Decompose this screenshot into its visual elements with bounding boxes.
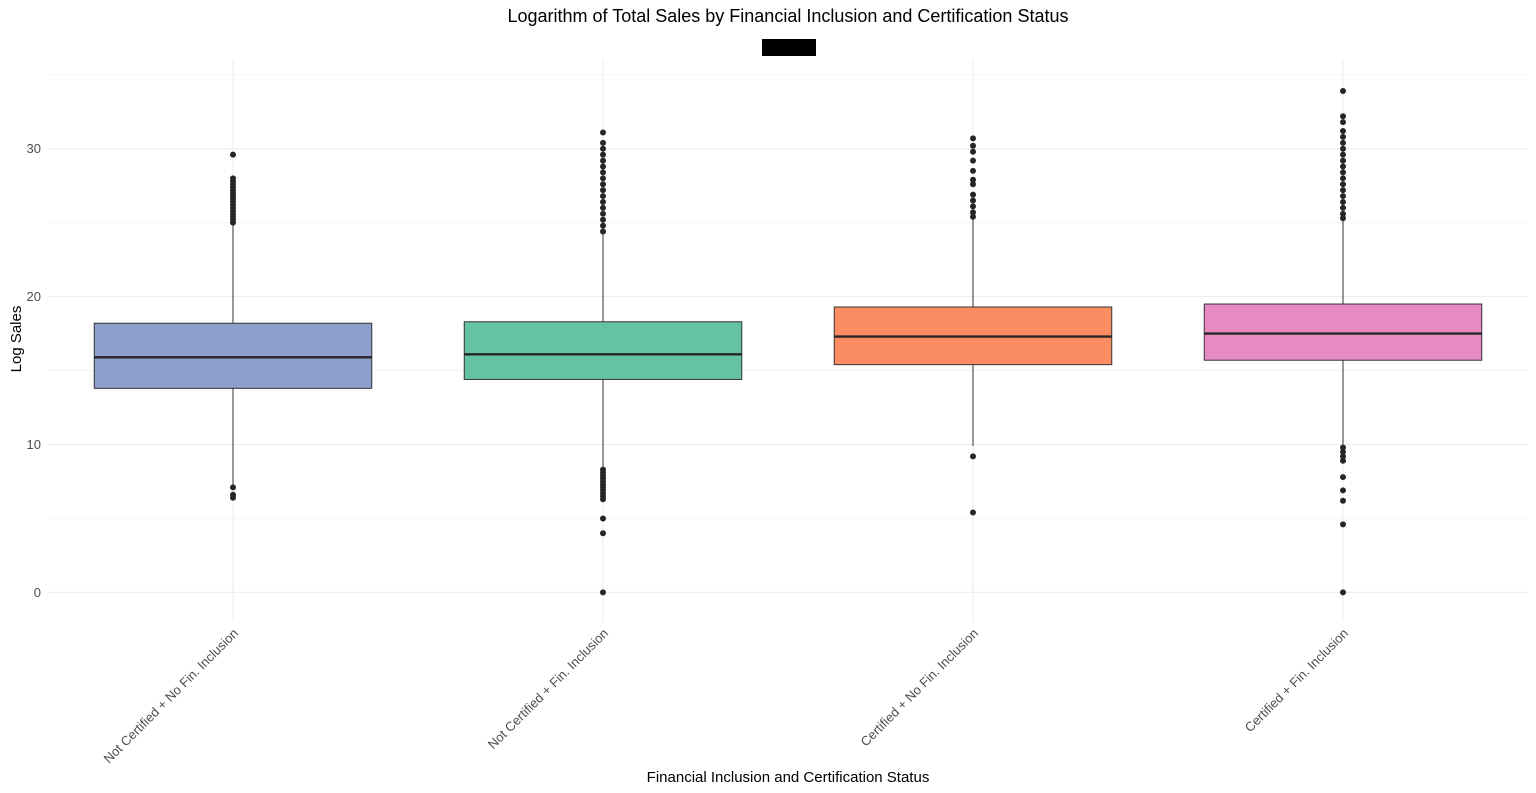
outlier-point xyxy=(600,216,606,223)
y-tick-label: 30 xyxy=(27,141,41,156)
outlier-point xyxy=(600,204,606,211)
outlier-point xyxy=(600,210,606,217)
outlier-point xyxy=(970,213,976,220)
outlier-point xyxy=(1340,88,1346,95)
outlier-point xyxy=(230,491,236,498)
x-tick-label: Not Certified + No Fin. Inclusion xyxy=(100,626,241,767)
outlier-point xyxy=(1340,457,1346,464)
box-body xyxy=(463,321,743,380)
outlier-point xyxy=(970,157,976,164)
y-tick-label: 10 xyxy=(27,437,41,452)
outlier-point xyxy=(1340,119,1346,126)
chart-title: Logarithm of Total Sales by Financial In… xyxy=(508,6,1069,26)
outlier-point xyxy=(600,139,606,146)
outlier-point xyxy=(600,181,606,188)
outlier-point xyxy=(600,222,606,229)
box-group xyxy=(833,135,1113,516)
outlier-point xyxy=(1340,133,1346,140)
y-axis-ticks: 0 10 20 30 xyxy=(27,141,41,600)
outlier-point xyxy=(600,129,606,136)
outlier-point xyxy=(600,169,606,176)
x-tick-label: Certified + Fin. Inclusion xyxy=(1242,626,1351,735)
outlier-point xyxy=(600,193,606,200)
outlier-point xyxy=(1340,151,1346,158)
outlier-point xyxy=(600,187,606,194)
outlier-point xyxy=(970,176,976,183)
box-body xyxy=(1203,303,1483,361)
outlier-point xyxy=(1340,215,1346,222)
outlier-point xyxy=(1340,169,1346,176)
box-group xyxy=(463,129,743,596)
outlier-point xyxy=(600,589,606,596)
outlier-point xyxy=(1340,181,1346,188)
x-axis-title: Financial Inclusion and Certification St… xyxy=(647,769,930,786)
outlier-point xyxy=(600,198,606,205)
outlier-point xyxy=(970,197,976,204)
x-axis-ticks: Not Certified + No Fin. Inclusion Not Cer… xyxy=(100,626,1351,767)
outlier-point xyxy=(1340,210,1346,217)
outlier-point xyxy=(230,151,236,158)
outlier-point xyxy=(970,167,976,174)
outlier-point xyxy=(970,181,976,188)
outlier-point xyxy=(1340,163,1346,170)
outlier-point xyxy=(600,145,606,152)
outlier-point xyxy=(1340,453,1346,460)
outlier-point xyxy=(1340,145,1346,152)
outlier-point xyxy=(600,157,606,164)
outlier-point xyxy=(970,453,976,460)
y-tick-label: 0 xyxy=(34,585,41,600)
outlier-point xyxy=(600,515,606,522)
outlier-point xyxy=(970,191,976,198)
outlier-point xyxy=(970,509,976,516)
outlier-point xyxy=(230,484,236,491)
outlier-point xyxy=(600,151,606,158)
y-axis-title: Log Sales xyxy=(8,306,25,373)
outlier-point xyxy=(1340,497,1346,504)
redacted-subtitle-bar xyxy=(762,39,816,56)
y-tick-label: 20 xyxy=(27,289,41,304)
outlier-point xyxy=(1340,444,1346,451)
outlier-point xyxy=(970,148,976,155)
outlier-point xyxy=(1340,127,1346,134)
box-body xyxy=(93,322,373,389)
outlier-point xyxy=(600,175,606,182)
outlier-point xyxy=(970,142,976,149)
outlier-point xyxy=(1340,175,1346,182)
outlier-point xyxy=(600,163,606,170)
box-series xyxy=(93,88,1483,596)
outlier-point xyxy=(600,228,606,235)
x-tick-label: Not Certified + Fin. Inclusion xyxy=(485,626,611,752)
outlier-point xyxy=(970,209,976,216)
outlier-point xyxy=(1340,448,1346,455)
outlier-point xyxy=(1340,157,1346,164)
outlier-point xyxy=(1340,521,1346,528)
outlier-point xyxy=(1340,198,1346,205)
outlier-point xyxy=(1340,187,1346,194)
outlier-point xyxy=(1340,474,1346,481)
outlier-point xyxy=(970,135,976,142)
outlier-point xyxy=(230,175,236,182)
outlier-point xyxy=(1340,113,1346,120)
outlier-point xyxy=(1340,589,1346,596)
outlier-point xyxy=(1340,487,1346,494)
x-tick-label: Certified + No Fin. Inclusion xyxy=(857,626,981,750)
box-group xyxy=(1203,88,1483,596)
outlier-point xyxy=(970,203,976,210)
outlier-point xyxy=(600,466,606,473)
outlier-point xyxy=(1340,204,1346,211)
outlier-point xyxy=(1340,193,1346,200)
outlier-point xyxy=(1340,139,1346,146)
outlier-point xyxy=(600,530,606,537)
box-group xyxy=(93,151,373,501)
